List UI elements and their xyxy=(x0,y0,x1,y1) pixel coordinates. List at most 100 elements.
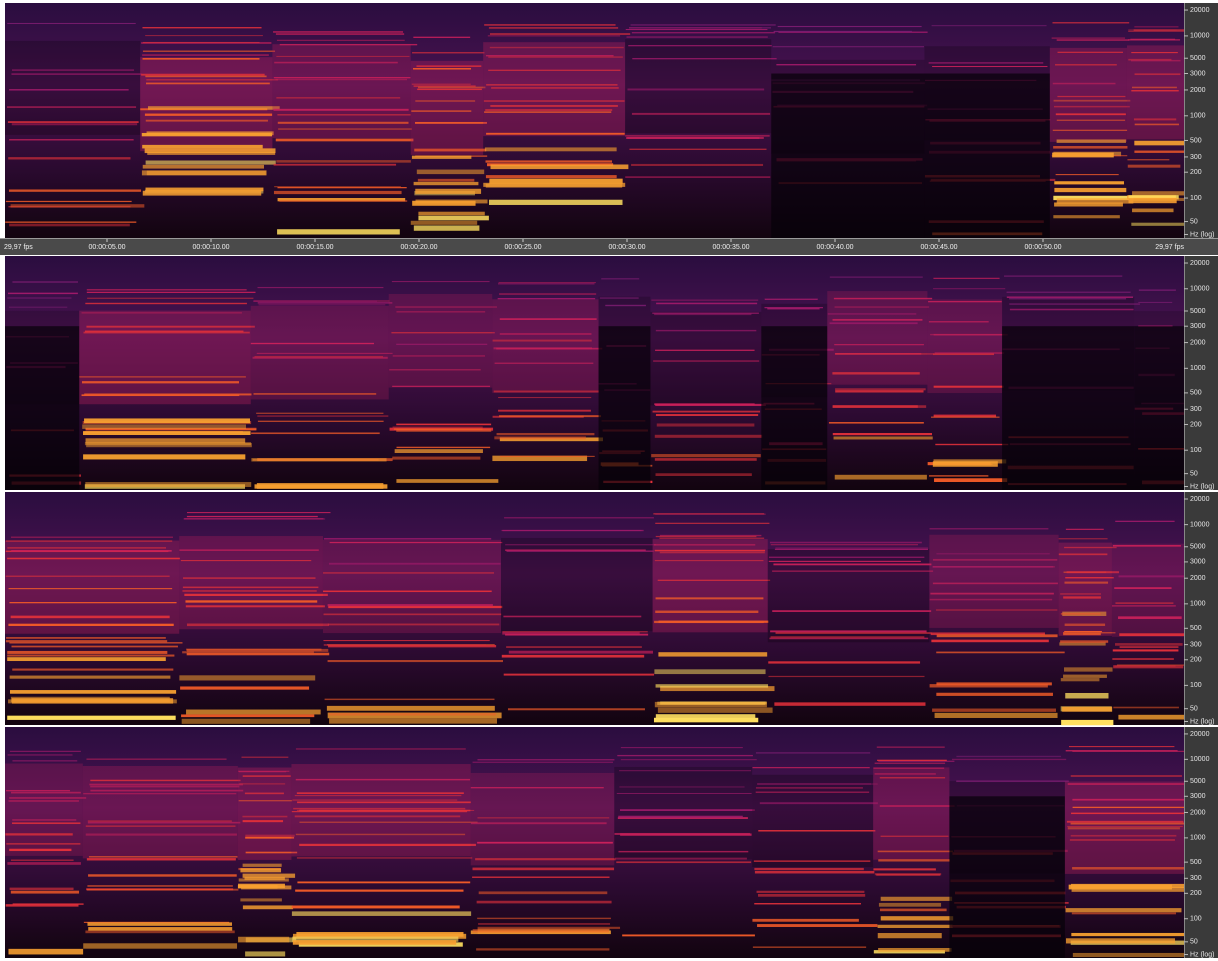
spectral-haze xyxy=(388,294,493,388)
harmonic-line xyxy=(834,306,930,308)
harmonic-line xyxy=(87,885,233,887)
silence xyxy=(949,796,1065,958)
harmonic-line xyxy=(498,282,596,284)
harmonic-line xyxy=(632,58,777,60)
harmonic-line xyxy=(412,67,472,70)
silence xyxy=(5,326,80,490)
spectral-haze xyxy=(873,767,950,860)
harmonic-line xyxy=(1116,664,1188,666)
harmonic-line xyxy=(655,403,766,407)
timeline-bar xyxy=(0,238,1218,255)
spectral-haze xyxy=(1111,543,1184,637)
harmonic-line xyxy=(7,297,72,299)
harmonic-line xyxy=(656,423,755,427)
harmonic-line xyxy=(1071,812,1190,815)
spectral-haze xyxy=(752,774,874,868)
harmonic-line xyxy=(242,815,288,818)
harmonic-line xyxy=(933,277,1000,280)
harmonic-line xyxy=(323,590,492,593)
harmonic-line xyxy=(1060,678,1100,682)
harmonic-line xyxy=(654,434,763,438)
harmonic-line xyxy=(1133,118,1177,121)
harmonic-line xyxy=(617,817,748,819)
harmonic-line xyxy=(291,911,472,916)
harmonic-line xyxy=(186,652,330,656)
harmonic-line xyxy=(928,62,1044,64)
harmonic-line xyxy=(145,119,268,122)
harmonic-line xyxy=(292,940,457,945)
harmonic-line xyxy=(631,32,776,34)
harmonic-line xyxy=(1063,596,1101,599)
harmonic-line xyxy=(86,291,256,293)
harmonic-line xyxy=(1065,528,1104,530)
harmonic-line xyxy=(496,347,603,350)
harmonic-line xyxy=(1130,59,1181,62)
harmonic-line xyxy=(488,56,623,58)
spectral-haze xyxy=(1049,47,1127,142)
harmonic-line xyxy=(274,61,398,64)
frequency-label: 20000 xyxy=(1190,731,1210,738)
harmonic-line xyxy=(654,313,752,316)
harmonic-line xyxy=(1071,912,1177,915)
harmonic-line xyxy=(605,304,646,307)
harmonic-line xyxy=(486,84,618,86)
harmonic-line xyxy=(1134,140,1187,146)
harmonic-line xyxy=(7,715,176,720)
harmonic-line xyxy=(1071,887,1190,892)
harmonic-line xyxy=(145,187,264,192)
frequency-label: 5000 xyxy=(1190,544,1206,551)
harmonic-line xyxy=(181,718,311,724)
harmonic-line xyxy=(880,835,949,837)
harmonic-line xyxy=(142,144,263,149)
harmonic-line xyxy=(1055,174,1119,176)
harmonic-line xyxy=(614,832,750,835)
harmonic-line xyxy=(835,353,935,355)
harmonic-line xyxy=(1068,746,1175,748)
harmonic-line xyxy=(877,850,954,853)
harmonic-line xyxy=(257,415,389,417)
harmonic-line xyxy=(934,478,1008,482)
harmonic-line xyxy=(85,930,235,934)
silence xyxy=(771,73,925,238)
harmonic-line xyxy=(242,863,282,867)
harmonic-line xyxy=(327,623,500,626)
harmonic-line xyxy=(502,632,640,635)
harmonic-line xyxy=(87,820,232,822)
harmonic-line xyxy=(928,300,1002,303)
harmonic-line xyxy=(601,278,640,280)
harmonic-line xyxy=(1056,119,1126,121)
harmonic-line xyxy=(1134,73,1181,76)
harmonic-line xyxy=(659,534,762,537)
harmonic-line xyxy=(1054,181,1125,185)
harmonic-line xyxy=(84,442,252,446)
harmonic-line xyxy=(631,112,771,115)
harmonic-line xyxy=(936,692,1053,696)
harmonic-line xyxy=(752,766,870,769)
harmonic-line xyxy=(654,701,767,708)
harmonic-line xyxy=(89,783,243,786)
harmonic-line xyxy=(834,474,927,480)
frequency-label: 50 xyxy=(1190,939,1198,946)
harmonic-line xyxy=(1063,632,1101,636)
harmonic-line xyxy=(874,773,936,775)
harmonic-line xyxy=(245,836,295,839)
harmonic-line xyxy=(1052,129,1128,131)
harmonic-line xyxy=(411,155,472,159)
harmonic-line xyxy=(933,353,995,356)
harmonic-line xyxy=(499,415,602,418)
harmonic-line xyxy=(296,857,473,859)
harmonic-line xyxy=(1130,38,1176,40)
harmonic-line xyxy=(497,283,595,285)
harmonic-line xyxy=(622,934,755,937)
harmonic-line xyxy=(324,698,495,701)
spectral-haze xyxy=(492,299,599,393)
harmonic-line xyxy=(6,843,81,845)
harmonic-line xyxy=(240,898,282,902)
harmonic-line xyxy=(180,686,310,690)
frame-rate-label: 29,97 fps xyxy=(4,244,33,251)
harmonic-line xyxy=(238,883,285,889)
harmonic-line xyxy=(245,951,286,957)
harmonic-line xyxy=(619,786,745,788)
harmonic-line xyxy=(9,642,183,644)
frequency-label: 50 xyxy=(1190,218,1198,225)
